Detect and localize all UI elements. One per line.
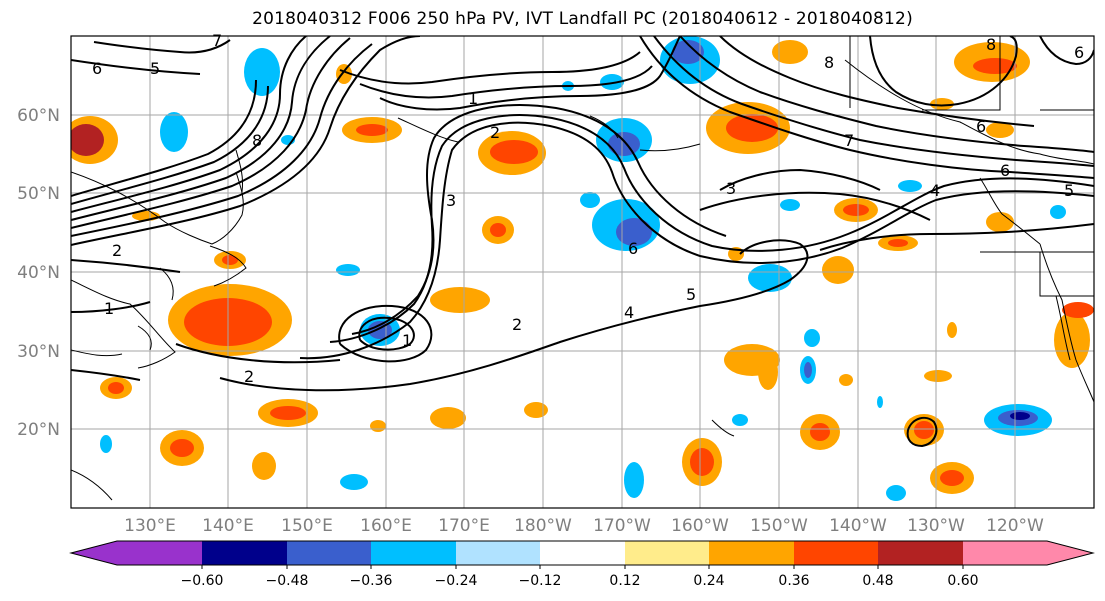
lon-label: 120°W [986, 516, 1044, 536]
ivt-contours [71, 36, 1094, 448]
lon-label: 160°E [360, 516, 412, 536]
contour-label: 5 [150, 59, 160, 78]
colorbar: −0.60 −0.48 −0.36 −0.24 −0.12 0.12 0.24 … [69, 540, 1095, 589]
lon-label: 150°E [281, 516, 333, 536]
colorbar-tick-label: −0.12 [519, 573, 562, 589]
colorbar-tick-label: 0.12 [609, 573, 640, 589]
colorbar-segment [287, 541, 371, 565]
contour-label: 2 [512, 315, 522, 334]
contour-label: 4 [624, 303, 634, 322]
contour-label: 7 [844, 131, 854, 150]
contour-label: 3 [726, 179, 736, 198]
colorbar-tick-label: −0.36 [350, 573, 393, 589]
lon-label: 150°W [750, 516, 808, 536]
map-title: 2018040312 F006 250 hPa PV, IVT Landfall… [252, 9, 913, 29]
lat-label: 60°N [17, 106, 60, 126]
contour-label: 8 [824, 53, 834, 72]
contour-label: 5 [1064, 181, 1074, 200]
contour-label: 2 [112, 241, 122, 260]
contour-label: 6 [92, 59, 102, 78]
lon-label: 130°E [124, 516, 176, 536]
contour-label: 2 [244, 367, 254, 386]
positive-anomalies [71, 40, 1094, 494]
colorbar-segment [878, 541, 963, 565]
colorbar-segment [794, 541, 878, 565]
colorbar-segments [71, 541, 1093, 565]
lat-label: 30°N [17, 342, 60, 362]
lon-label: 160°W [671, 516, 729, 536]
colorbar-tick-label: 0.48 [862, 573, 893, 589]
contour-label: 4 [930, 181, 940, 200]
lon-label: 140°E [202, 516, 254, 536]
contour-label: 1 [104, 299, 114, 318]
lon-label: 170°E [438, 516, 490, 536]
contour-label: 1 [468, 89, 478, 108]
lon-label: 130°W [907, 516, 965, 536]
colorbar-segment [71, 541, 202, 565]
contour-label: 2 [490, 123, 500, 142]
colorbar-segment [371, 541, 456, 565]
colorbar-segment [625, 541, 709, 565]
longitude-labels: 130°E 140°E 150°E 160°E 170°E 180°W 170°… [124, 516, 1044, 536]
colorbar-tick-label: 0.60 [947, 573, 978, 589]
colorbar-segment [540, 541, 625, 565]
colorbar-segment [202, 541, 287, 565]
lat-label: 20°N [17, 420, 60, 440]
colorbar-tick-label: 0.36 [778, 573, 809, 589]
contour-label: 6 [1000, 161, 1010, 180]
pv-shading [71, 36, 1094, 501]
contour-label: 7 [212, 31, 222, 50]
contour-label: 5 [686, 285, 696, 304]
contour-label: 8 [252, 131, 262, 150]
colorbar-tick-label: −0.48 [266, 573, 309, 589]
lat-label: 50°N [17, 184, 60, 204]
contour-label: 6 [1074, 43, 1084, 62]
colorbar-segment [709, 541, 794, 565]
colorbar-ticks [201, 565, 964, 569]
colorbar-tick-label: −0.24 [435, 573, 478, 589]
colorbar-tick-label: −0.60 [181, 573, 224, 589]
contour-label: 6 [628, 239, 638, 258]
lat-label: 40°N [17, 263, 60, 283]
colorbar-segment [963, 541, 1093, 565]
contour-label: 6 [976, 117, 986, 136]
lon-label: 180°W [514, 516, 572, 536]
map-frame [70, 35, 1095, 509]
contour-labels: 6 5 7 8 1 2 3 8 7 6 5 6 4 3 2 1 6 5 4 2 … [92, 31, 1084, 386]
contour-label: 1 [402, 331, 412, 350]
colorbar-segment [456, 541, 540, 565]
colorbar-outline [69, 540, 1095, 566]
lon-label: 170°W [593, 516, 651, 536]
latitude-labels: 60°N 50°N 40°N 30°N 20°N [17, 106, 60, 440]
coastlines [71, 36, 1094, 501]
contour-label: 3 [446, 191, 456, 210]
lon-label: 140°W [829, 516, 887, 536]
colorbar-tick-label: 0.24 [693, 573, 724, 589]
contour-label: 8 [986, 35, 996, 54]
